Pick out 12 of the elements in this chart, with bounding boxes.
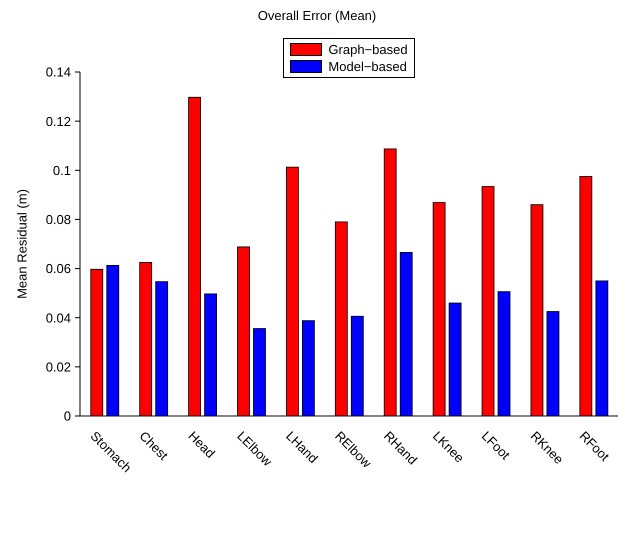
y-tick-label: 0.06 <box>46 261 71 276</box>
legend-label: Graph−based <box>328 41 408 58</box>
chart-title: Overall Error (Mean) <box>256 8 378 23</box>
y-tick-label: 0.08 <box>46 212 71 228</box>
legend-label: Model−based <box>328 58 407 75</box>
y-tick-label: 0.1 <box>52 162 71 178</box>
y-axis-title: Mean Residual (m) <box>14 189 30 299</box>
y-tick-label: 0.12 <box>46 114 71 129</box>
y-tick-label: 0.02 <box>46 359 71 374</box>
y-tick-label: 0.14 <box>46 64 71 80</box>
y-tick-label: 0 <box>64 408 71 424</box>
y-tick-label: 0.04 <box>46 310 71 326</box>
